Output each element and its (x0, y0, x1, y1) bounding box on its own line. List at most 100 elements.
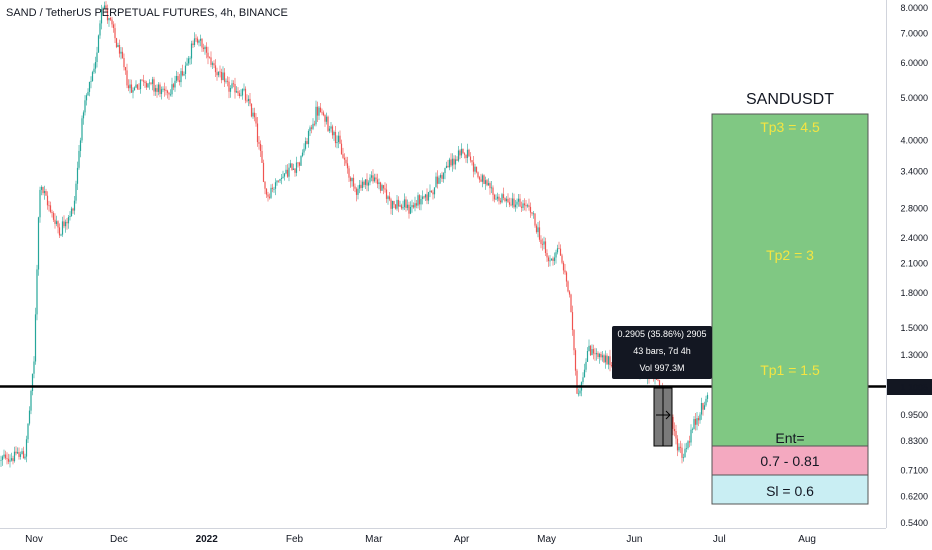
candle-body (508, 202, 511, 205)
candle-body (441, 175, 443, 179)
candle-body (531, 212, 533, 214)
candle-body (325, 116, 328, 122)
candle-body (24, 456, 26, 459)
candle-body (453, 158, 455, 165)
candle-body (274, 182, 277, 189)
price-tick-label: 0.6200 (900, 492, 928, 502)
candle-body (540, 239, 542, 244)
candle-body (529, 206, 532, 213)
candle-body (568, 291, 571, 295)
candle-body (409, 207, 412, 214)
candle-body (388, 196, 391, 200)
candle-body (495, 198, 497, 200)
candle-body (336, 142, 338, 144)
candle-body (456, 159, 458, 161)
price-axis[interactable]: 8.0000 7.0000 6.0000 5.0000 4.0000 3.4000 2.80… (900, 3, 928, 528)
candle-body (240, 95, 242, 97)
candle-body (6, 458, 8, 459)
price-tick-label: 0.8300 (900, 436, 928, 446)
candle-body (391, 200, 394, 209)
candle-body (358, 184, 361, 189)
measure-tooltip: 0.2905 (35.86%) 2905 43 bars, 7d 4h Vol … (612, 326, 712, 379)
candle-body (435, 176, 437, 188)
candle-body (348, 168, 350, 178)
candle-body (681, 447, 683, 458)
time-tick-label: Apr (454, 534, 470, 545)
candle-body (127, 85, 130, 89)
candle-body (402, 207, 404, 209)
candle-body (276, 180, 278, 183)
candle-body (235, 91, 238, 93)
candle-body (283, 173, 286, 177)
candle-body (439, 175, 442, 178)
candle-body (690, 429, 692, 443)
candle-body (499, 200, 502, 203)
candle-body (310, 127, 313, 129)
candle-body (25, 439, 28, 457)
candle-body (288, 167, 290, 177)
candle-body (132, 90, 134, 93)
candle-body (187, 58, 190, 64)
candle-body (226, 80, 229, 82)
candle-body (252, 112, 254, 117)
candle-body (13, 451, 16, 462)
candle-body (700, 403, 703, 415)
candle-body (696, 418, 698, 425)
candle-body (339, 135, 341, 144)
candle-body (562, 262, 565, 271)
candle-body (181, 71, 184, 76)
candle-body (18, 452, 20, 457)
price-tick-label: 0.7100 (900, 466, 928, 476)
current-price-label: 1.1005 (900, 383, 928, 393)
candle-body (15, 451, 17, 454)
candle-body (303, 148, 305, 153)
candle-body (99, 23, 101, 36)
time-axis[interactable]: Nov Dec 2022 Feb Mar Apr May Jun Jul Aug (25, 534, 816, 545)
candle-body (33, 361, 35, 374)
candle-body (399, 205, 401, 207)
candle-body (379, 182, 382, 191)
candle-body (420, 199, 422, 205)
candle-body (514, 204, 517, 208)
candle-body (262, 162, 265, 182)
candle-body (142, 80, 145, 82)
candle-body (604, 355, 607, 363)
candle-body (301, 152, 304, 156)
candle-body (387, 196, 389, 199)
candle-body (357, 188, 359, 195)
candle-body (207, 52, 209, 58)
stop-loss-zone[interactable] (711, 474, 869, 505)
candle-body (451, 158, 454, 166)
candle-body (7, 458, 10, 462)
candle-body (403, 199, 406, 208)
candle-body (81, 118, 83, 141)
candle-body (418, 195, 421, 205)
candle-body (412, 205, 415, 208)
profit-zone[interactable] (711, 113, 869, 447)
candle-body (528, 205, 530, 207)
candle-body (289, 163, 292, 168)
candle-body (37, 217, 40, 270)
candle-body (201, 38, 203, 48)
candle-body (97, 35, 100, 53)
candle-body (93, 68, 95, 73)
candle-body (582, 377, 584, 383)
candle-body (322, 112, 325, 116)
candle-body (129, 84, 131, 89)
candle-body (340, 143, 343, 155)
price-tick-label: 1.5000 (900, 323, 928, 333)
candle-body (486, 180, 488, 186)
candle-body (69, 216, 71, 217)
candle-body (228, 81, 230, 92)
candle-body (133, 87, 136, 91)
candle-body (543, 241, 545, 245)
candle-body (280, 177, 283, 179)
candle-body (256, 123, 259, 143)
time-tick-label: 2022 (196, 534, 219, 545)
candle-body (174, 80, 176, 88)
candle-body (555, 252, 557, 258)
candle-body (196, 38, 199, 43)
candle-body (573, 330, 575, 351)
candle-body (600, 353, 602, 358)
